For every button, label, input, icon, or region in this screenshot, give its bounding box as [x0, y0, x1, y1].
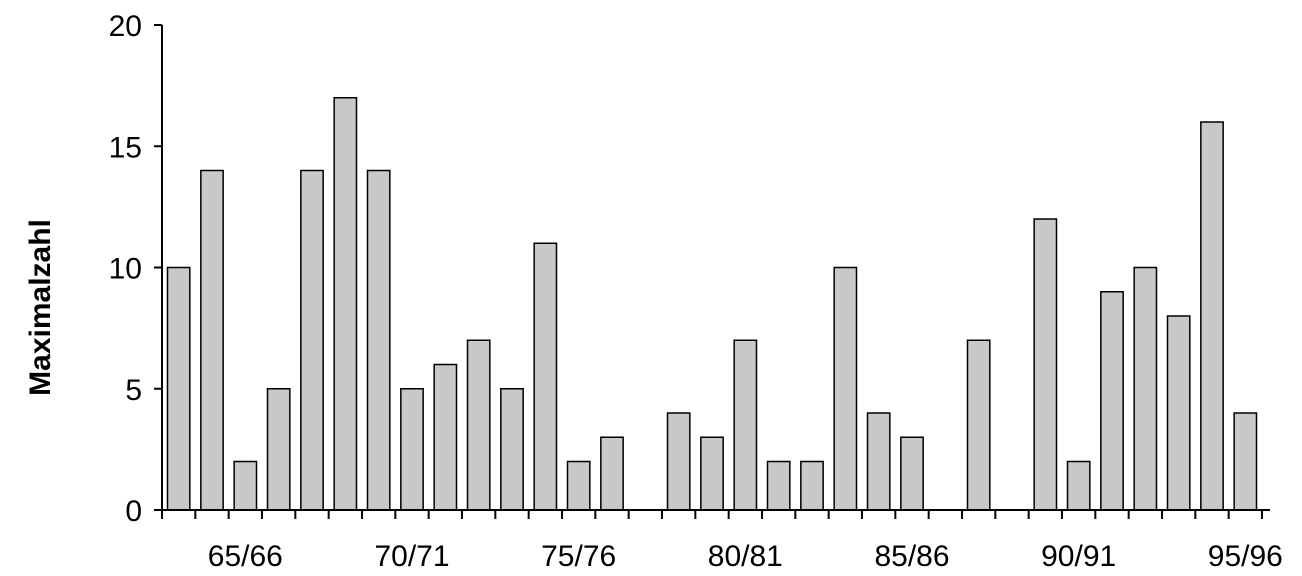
axes-group: [154, 24, 1270, 519]
bar-66-67: [266, 388, 291, 511]
x-tick-label: 80/81: [708, 540, 783, 573]
x-tick-label: 70/71: [374, 540, 449, 573]
bar-68-69: [333, 97, 358, 511]
x-tick-label: 65/66: [208, 540, 283, 573]
bar-74-75: [533, 242, 558, 511]
bar-78-79: [666, 412, 691, 511]
bar-90-91: [1066, 460, 1091, 511]
bar-76-77: [600, 436, 624, 511]
bar-79-80: [700, 436, 724, 511]
bar-72-73: [466, 339, 491, 511]
bar-84-85: [866, 412, 891, 511]
x-tick-label: 90/91: [1041, 540, 1116, 573]
y-tick-label: 20: [109, 10, 142, 43]
x-tick-label: 75/76: [541, 540, 616, 573]
bar-87-88: [966, 339, 991, 511]
bar-75-76: [566, 460, 591, 511]
bar-89-90: [1033, 218, 1058, 511]
bars-group: [166, 97, 1258, 511]
y-tick-label: 10: [109, 253, 142, 286]
y-tick-label: 5: [125, 374, 142, 407]
bar-69-70: [366, 169, 391, 511]
bar-73-74: [500, 388, 524, 511]
labels-group: 0 5 10 15 20 65/66 70/71 75/76 80/81 85/86 90/91 95…: [109, 10, 1283, 573]
bar-83-84: [833, 266, 858, 511]
bar-65-66: [233, 460, 258, 511]
bar-82-83: [800, 460, 824, 511]
bar-94-95: [1200, 121, 1224, 511]
y-tick-label: 0: [125, 495, 142, 528]
bar-93-94: [1166, 315, 1191, 511]
bar-64-65: [200, 169, 224, 511]
bar-80-81: [733, 339, 758, 511]
x-tick-label: 85/86: [874, 540, 949, 573]
bar-71-72: [433, 363, 458, 511]
bar-70-71: [400, 388, 424, 511]
bar-63-64: [166, 266, 191, 511]
bar-67-68: [300, 169, 324, 511]
bar-92-93: [1133, 266, 1158, 511]
bar-85-86: [900, 436, 924, 511]
x-tick-label: 95/96: [1208, 540, 1283, 573]
y-tick-label: 15: [109, 131, 142, 164]
bar-81-82: [766, 460, 791, 511]
y-axis-title: Maximalzahl: [24, 219, 57, 396]
bar-91-92: [1100, 291, 1124, 511]
bar-95-96: [1233, 412, 1258, 511]
